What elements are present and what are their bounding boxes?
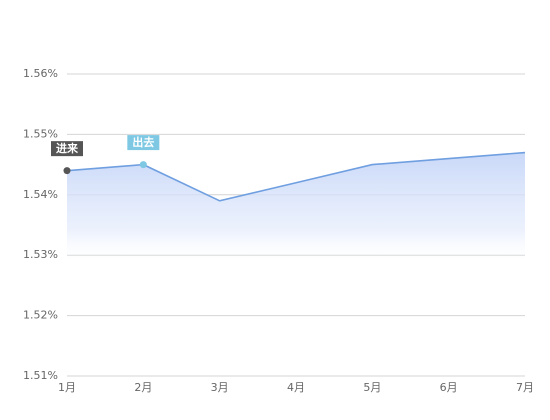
x-tick-label: 3月 — [211, 381, 229, 394]
annotation: 出去 — [127, 135, 160, 151]
y-tick-label: 1.55% — [23, 127, 58, 140]
annotation-box — [51, 141, 83, 157]
annotation: 进来 — [51, 141, 83, 157]
x-tick-label: 2月 — [134, 381, 152, 394]
area — [67, 152, 525, 376]
y-tick-label: 1.56% — [23, 67, 58, 80]
y-tick-label: 1.51% — [23, 369, 58, 382]
annotation-box — [127, 135, 160, 151]
point — [63, 167, 71, 175]
y-tick-label: 1.52% — [23, 309, 58, 322]
point — [139, 161, 147, 169]
annotation-text: 进来 — [56, 141, 79, 155]
x-tick-label: 1月 — [58, 381, 76, 394]
x-tick-label: 5月 — [363, 381, 381, 394]
x-tick-label: 6月 — [440, 381, 458, 394]
x-tick-label: 7月 — [516, 381, 534, 394]
y-tick-label: 1.53% — [23, 248, 58, 261]
annotation-text: 出去 — [132, 135, 154, 149]
x-tick-label: 4月 — [287, 381, 305, 394]
y-tick-label: 1.54% — [23, 188, 58, 201]
